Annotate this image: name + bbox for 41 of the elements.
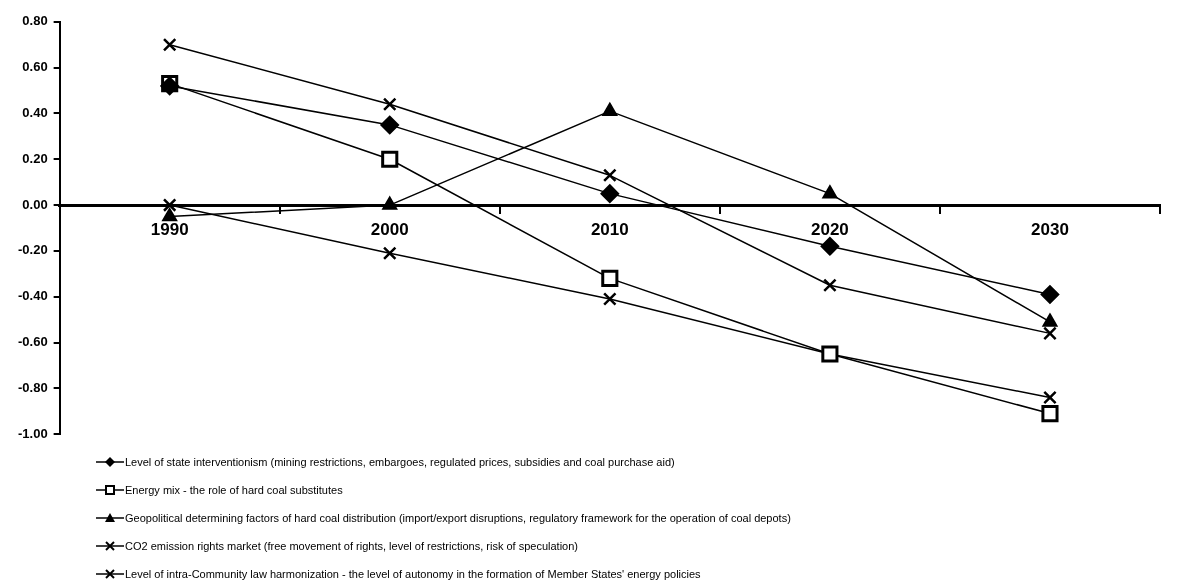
y-tick-label: 0.20 xyxy=(22,150,48,166)
point xyxy=(382,196,398,210)
point xyxy=(1042,313,1058,327)
point xyxy=(162,198,177,212)
point xyxy=(382,246,397,261)
point xyxy=(1043,326,1057,341)
legend-label: Geopolitical determining factors of hard coal distribution (import/export disruptions, regulatory framework for the operation of coal depots) xyxy=(125,512,791,524)
point xyxy=(602,102,618,116)
point xyxy=(380,115,399,135)
legend-label: CO2 emission rights market (free movement of rights, level of restrictions, risk of speculation) xyxy=(125,540,578,552)
y-tick-label: 0.40 xyxy=(22,105,48,121)
point xyxy=(162,208,177,222)
point xyxy=(602,292,617,306)
point xyxy=(382,97,397,112)
legend-label: Level of state interventionism (mining restrictions, embargoes, regulated prices, subsidies and coal purchase aid) xyxy=(125,456,675,468)
point xyxy=(822,185,838,199)
x-tick-label: 2020 xyxy=(810,219,849,239)
y-tick-label: -0.60 xyxy=(17,334,48,350)
y-tick-label: 0.00 xyxy=(22,196,48,212)
point xyxy=(600,184,620,203)
y-tick-label: -0.20 xyxy=(17,242,48,258)
x-tick-label: 2000 xyxy=(370,219,409,239)
point xyxy=(602,168,617,183)
point xyxy=(820,237,840,256)
point xyxy=(381,150,399,168)
y-tick-label: -0.80 xyxy=(17,379,48,395)
y-tick-label: -0.40 xyxy=(17,288,48,304)
point xyxy=(822,278,837,293)
y-tick-label: 0.80 xyxy=(22,13,48,29)
point xyxy=(162,37,177,52)
legend-label: Energy mix - the role of hard coal substitutes xyxy=(125,484,343,496)
y-tick-label: 0.60 xyxy=(22,59,48,75)
x-tick-label: 2010 xyxy=(590,219,629,239)
point xyxy=(601,269,619,287)
legend-label: Level of intra-Community law harmonization - the level of autonomy in the formation of Member States' energy policies xyxy=(125,568,701,580)
point xyxy=(1040,285,1060,304)
x-tick-label: 1990 xyxy=(150,219,189,239)
y-tick-label: -1.00 xyxy=(17,425,48,441)
point xyxy=(1041,405,1059,423)
x-tick-label: 2030 xyxy=(1031,219,1069,239)
point xyxy=(1043,390,1057,405)
